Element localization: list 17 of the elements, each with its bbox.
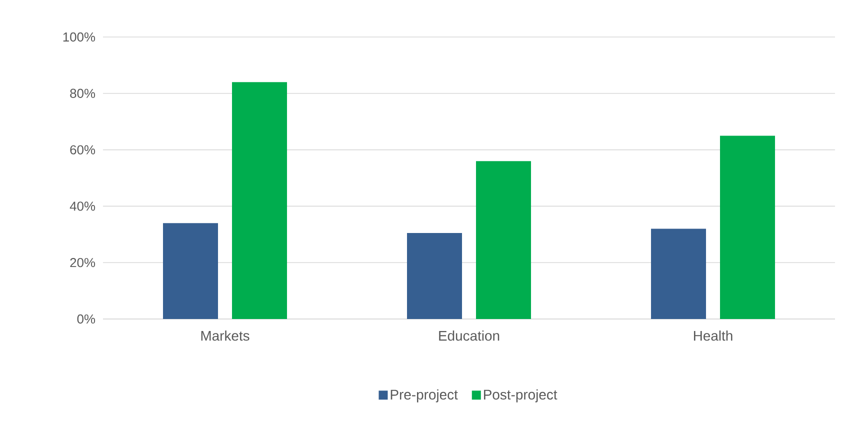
y-tick-label: 40% — [70, 202, 96, 211]
bar — [476, 161, 532, 319]
legend-label: Post-project — [484, 389, 558, 402]
y-tick-label: 80% — [70, 88, 96, 98]
y-tick-label: 100% — [63, 32, 96, 42]
x-tick-label: Markets — [201, 330, 250, 341]
bar — [163, 223, 218, 319]
y-tick-label: 20% — [70, 258, 96, 268]
bar — [651, 228, 706, 319]
y-tick-label: 60% — [70, 145, 96, 154]
bar — [407, 232, 462, 319]
x-tick-label: Education — [439, 330, 500, 341]
bar — [232, 82, 288, 319]
bar — [720, 136, 776, 319]
legend-label: Pre-project — [390, 389, 458, 402]
y-tick-label: 0% — [77, 314, 96, 324]
x-tick-label: Health — [694, 330, 732, 341]
